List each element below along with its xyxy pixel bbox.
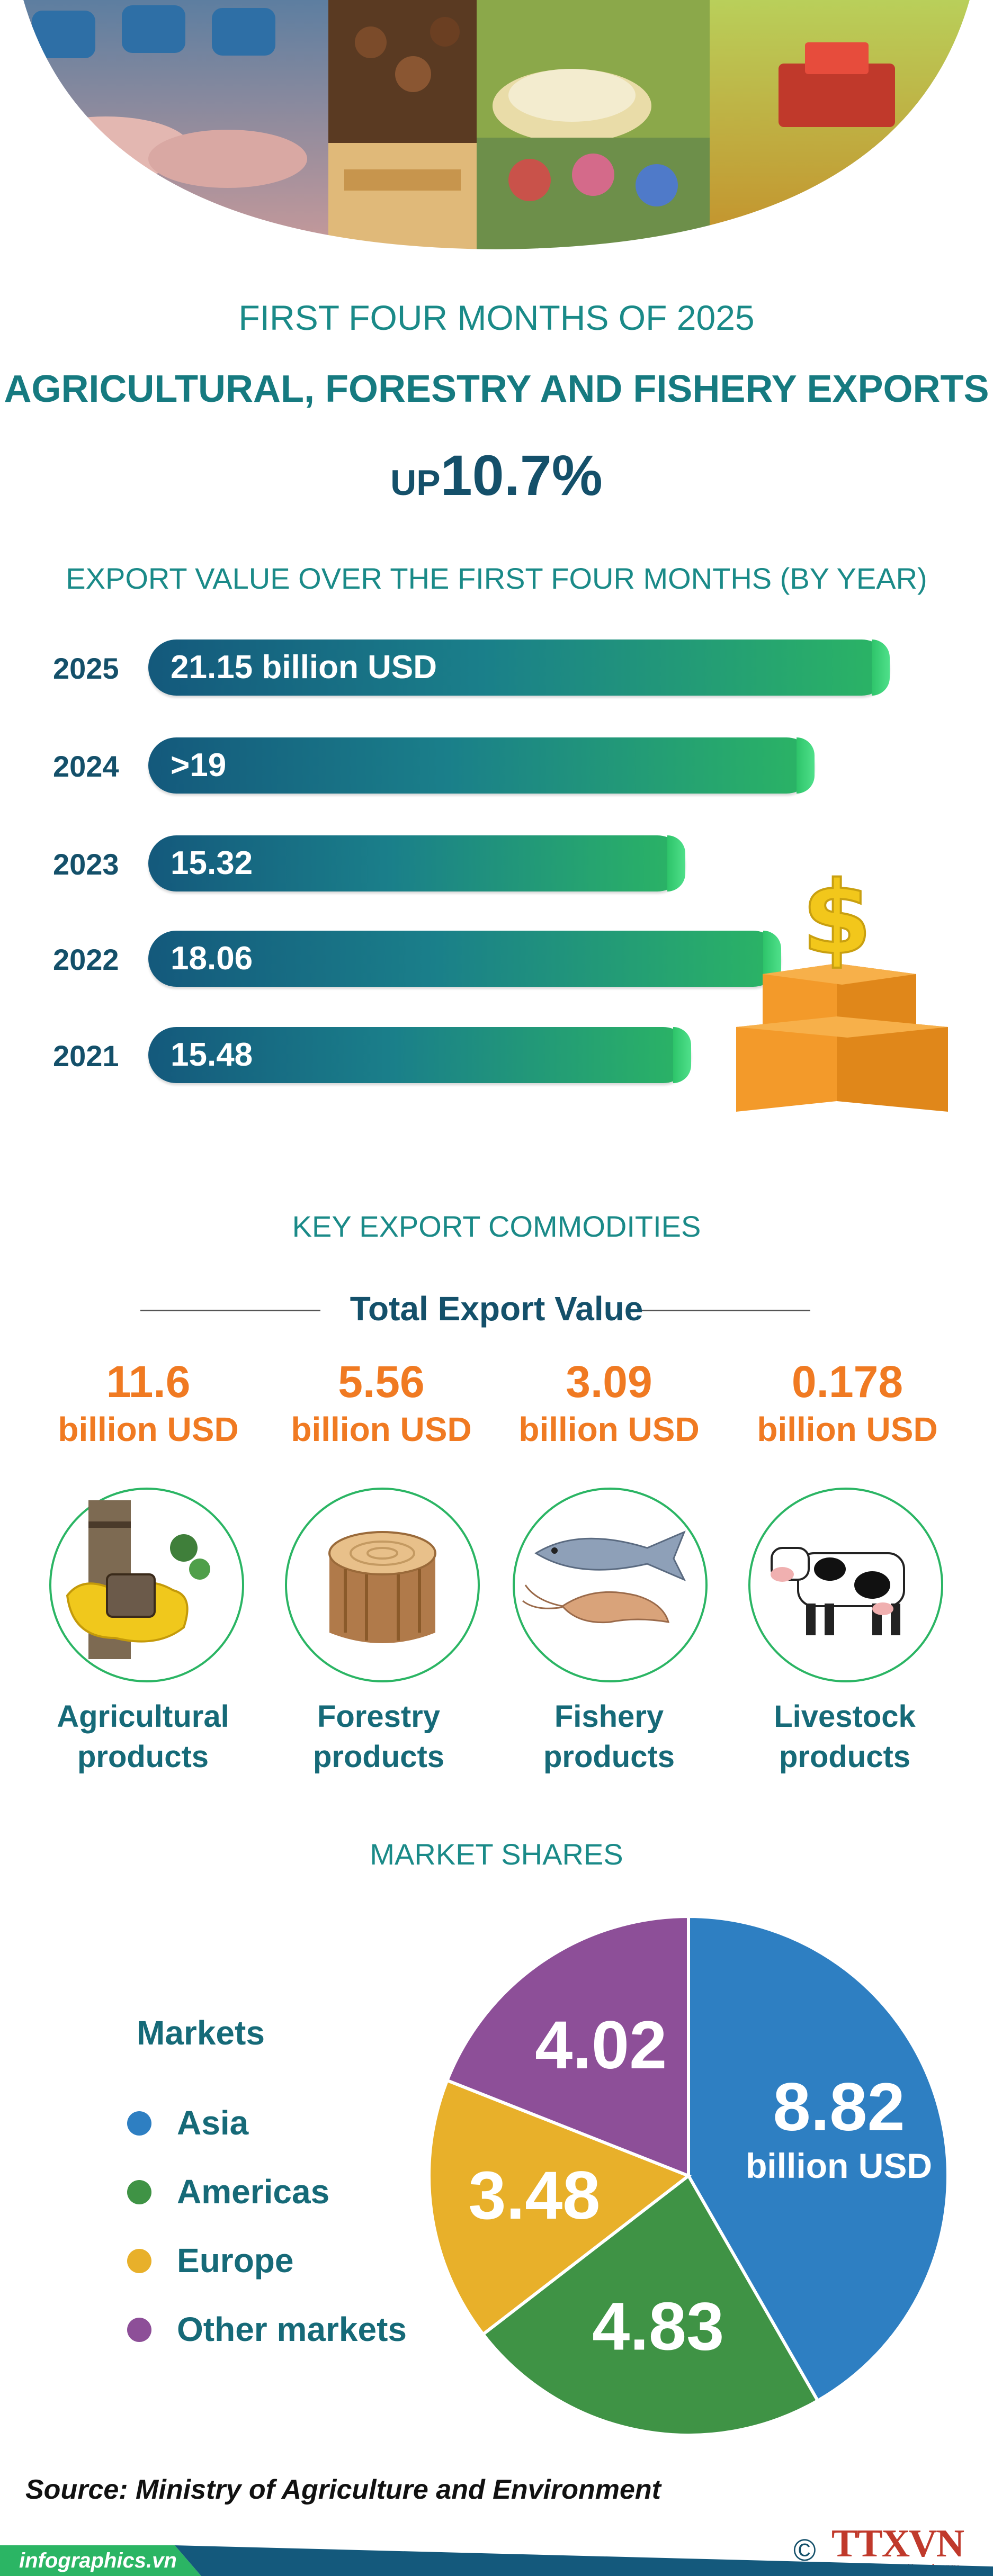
bar-value-label: >19 (171, 747, 227, 783)
name-line2: products (312, 1740, 445, 1774)
bar-year-label: 2025 (53, 652, 119, 685)
site-url[interactable]: infographics.vn (19, 2549, 177, 2572)
legend-dot (127, 2318, 151, 2342)
bar-row-2024: 2024 >19 (0, 737, 993, 796)
commodity-unit: billion USD (518, 1410, 700, 1448)
export-by-year-heading: EXPORT VALUE OVER THE FIRST FOUR MONTHS … (66, 562, 927, 595)
commodity-name-fishery: Fishery products (493, 1697, 726, 1777)
fish-shrimp-icon (513, 1488, 708, 1682)
legend-dot (127, 2111, 151, 2136)
pie-value-label: 4.02 (535, 2007, 667, 2083)
name-line1: Livestock (774, 1699, 916, 1734)
name-line2: products (77, 1740, 209, 1774)
subheading-rule-right (630, 1310, 810, 1311)
bar-2024: >19 (148, 737, 815, 794)
growth-value: 10.7% (440, 443, 603, 507)
cow-icon (748, 1488, 943, 1682)
commodity-name-agricultural: Agricultural products (26, 1697, 260, 1777)
legend-label: Europe (177, 2241, 294, 2280)
bar-end-cap (673, 1027, 691, 1083)
bar-value-label: 15.32 (171, 845, 253, 881)
bar-value-label: 18.06 (171, 940, 253, 977)
money-boxes-icon: $ (736, 868, 948, 1112)
commodity-value: 3.09 (566, 1357, 652, 1407)
legend-dot (127, 2249, 151, 2273)
commodity-value: 0.178 (791, 1357, 903, 1407)
pie-value-label: 3.48 (468, 2158, 600, 2233)
name-line1: Forestry (317, 1699, 441, 1734)
bar-value-label: 21.15 billion USD (171, 649, 437, 686)
source-text: Source: Ministry of Agriculture and Envi… (25, 2474, 661, 2505)
logo-text: TTXVN (831, 2522, 964, 2565)
commodity-value: 5.56 (338, 1357, 425, 1407)
bar-row-2023: 2023 15.32 (0, 835, 993, 894)
footer-bar: infographics.vn (0, 2545, 993, 2576)
bar-2023: 15.32 (148, 835, 685, 891)
name-line1: Fishery (554, 1699, 664, 1734)
bar-year-label: 2022 (53, 943, 119, 976)
pie-slice-asia (687, 1914, 950, 2403)
rubber-tapping-icon (49, 1488, 244, 1682)
bar-value-label: 15.48 (171, 1037, 253, 1073)
pie-value-label: 8.82 (773, 2069, 905, 2145)
main-title: AGRICULTURAL, FORESTRY AND FISHERY EXPOR… (4, 368, 989, 410)
bar-2025: 21.15 billion USD (148, 640, 890, 696)
commodity-value: 11.6 (106, 1357, 191, 1407)
legend-label: Other markets (177, 2310, 407, 2348)
bar-end-cap (797, 737, 815, 794)
period-title: FIRST FOUR MONTHS OF 2025 (238, 298, 755, 337)
legend-label: Americas (177, 2173, 330, 2211)
name-line2: products (779, 1740, 911, 1774)
bar-year-label: 2021 (53, 1039, 119, 1073)
commodity-unit: billion USD (58, 1410, 239, 1448)
legend-label: Asia (177, 2104, 249, 2142)
footer-bar-shape (0, 2545, 993, 2576)
pie-value-label: 4.83 (592, 2289, 724, 2364)
commodity-fishery: 3.09 billion USD (493, 1355, 726, 1451)
name-line1: Agricultural (57, 1699, 229, 1734)
legend-title: Markets (137, 2014, 265, 2052)
commodity-name-livestock: Livestock products (728, 1697, 961, 1777)
pie-slice-europe (427, 2078, 692, 2337)
growth-prefix: UP (390, 463, 441, 503)
bar-row-2022: 2022 18.06 (0, 931, 993, 989)
bar-2022: 18.06 (148, 931, 781, 987)
commodity-agricultural: 11.6 billion USD (32, 1355, 265, 1451)
commodities-heading: KEY EXPORT COMMODITIES (292, 1210, 701, 1243)
pie-unit-label: billion USD (746, 2146, 932, 2185)
header-photo-collage (19, 0, 974, 254)
bar-end-cap (872, 640, 890, 696)
bar-row-2021: 2021 15.48 (0, 1027, 993, 1085)
bar-year-label: 2024 (53, 750, 119, 783)
bar-row-2025: 2025 21.15 billion USD (0, 640, 993, 698)
commodity-unit: billion USD (757, 1410, 938, 1448)
name-line2: products (543, 1740, 675, 1774)
bar-year-label: 2023 (53, 848, 119, 881)
pie-slice-other-markets (445, 1914, 690, 2178)
pie-slice-americas (480, 2173, 820, 2437)
tree-stump-icon (285, 1488, 480, 1682)
commodity-forestry: 5.56 billion USD (265, 1355, 498, 1451)
legend-dot (127, 2180, 151, 2204)
svg-text:$: $ (802, 868, 872, 977)
markets-heading: MARKET SHARES (370, 1838, 623, 1871)
bar-2021: 15.48 (148, 1027, 691, 1083)
subheading-rule-left (140, 1310, 320, 1311)
commodity-unit: billion USD (291, 1410, 472, 1448)
growth-line: UP10.7% (0, 444, 993, 525)
commodity-livestock: 0.178 billion USD (731, 1355, 964, 1451)
commodities-subheading: Total Export Value (350, 1290, 643, 1328)
bar-end-cap (667, 835, 685, 891)
commodity-name-forestry: Forestry products (262, 1697, 495, 1777)
